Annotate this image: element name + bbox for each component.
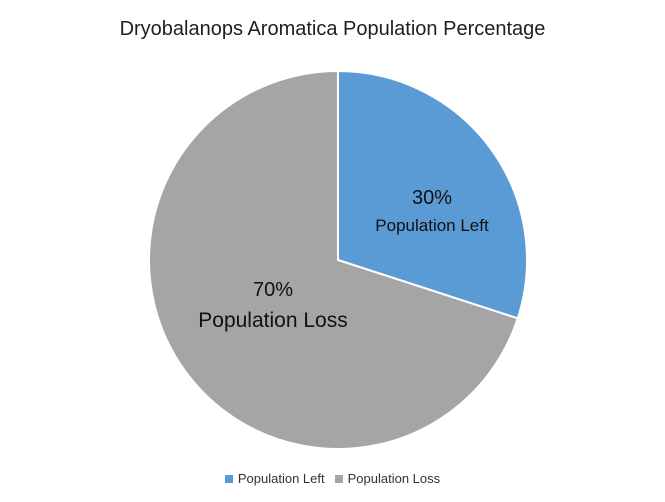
pie-slice-population-left [337, 69, 528, 320]
legend-item-population-left[interactable]: Population Left [224, 471, 325, 486]
chart-title: Dryobalanops Aromatica Population Percen… [119, 18, 546, 40]
legend-swatch-population-left [224, 474, 233, 483]
legend-swatch-population-loss [334, 474, 343, 483]
legend-item-population-loss[interactable]: Population Loss [334, 471, 441, 486]
legend: Population Left Population Loss [0, 471, 665, 486]
data-label-population-left-name: Population Left [375, 216, 489, 235]
pie-chart: 30% Population Left 70% Population Loss [148, 69, 528, 450]
data-label-population-loss-percent: 70% [253, 279, 293, 301]
data-label-population-left-percent: 30% [412, 187, 452, 209]
data-label-population-loss-name: Population Loss [198, 309, 347, 332]
legend-label-population-loss: Population Loss [347, 471, 441, 486]
legend-label-population-left: Population Left [237, 471, 325, 486]
pie-slice-population-loss [148, 69, 520, 450]
